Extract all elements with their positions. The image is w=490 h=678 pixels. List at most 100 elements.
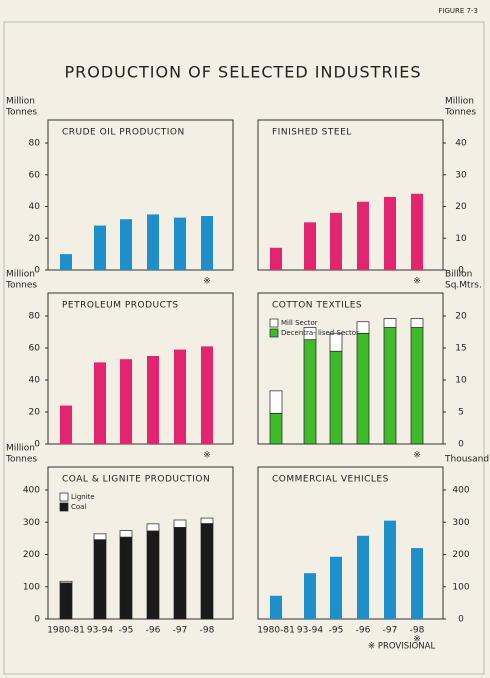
panel (257, 119, 444, 271)
x-tick-label: 1980-81 (47, 626, 85, 636)
legend-label: Mill Sector (281, 319, 318, 327)
bar (330, 212, 342, 270)
panel (257, 292, 444, 445)
legend-swatch (269, 318, 279, 328)
page-title: PRODUCTION OF SELECTED INDUSTRIES (64, 63, 421, 82)
bar (174, 217, 186, 270)
panel-title: CRUDE OIL PRODUCTION (62, 128, 185, 138)
panel-title: PETROLEUM PRODUCTS (62, 301, 179, 311)
x-tick-label: -96 (356, 626, 371, 636)
bar (120, 359, 132, 444)
panel (257, 466, 444, 620)
y-axis-label: Billion (445, 270, 472, 280)
y-tick-label: 80 (29, 312, 41, 322)
y-tick-label: 10 (455, 234, 467, 244)
y-axis-label: Million (6, 270, 35, 280)
y-axis-label: Sq.Mtrs. (445, 281, 482, 291)
bar-segment (410, 318, 424, 328)
y-tick-label: 15 (455, 344, 466, 354)
bar (60, 254, 72, 270)
y-tick-label: 80 (29, 139, 41, 149)
y-tick-label: 20 (29, 408, 41, 418)
bar (270, 247, 282, 270)
legend-label: Decentra- lised Sector (281, 329, 359, 337)
bar-segment (200, 517, 214, 524)
x-tick-label: -95 (329, 626, 344, 636)
x-tick-label: 93-94 (87, 626, 113, 636)
provisional-mark: ※ (413, 451, 421, 461)
bar (304, 573, 316, 619)
x-tick-label: -97 (383, 626, 398, 636)
x-tick-label: -97 (173, 626, 188, 636)
bar-segment (269, 390, 283, 414)
bar (384, 520, 396, 619)
panel-title: FINISHED STEEL (272, 128, 352, 138)
bar-segment (303, 327, 317, 341)
x-tick-label: 93-94 (297, 626, 323, 636)
panel-title: COAL & LIGNITE PRODUCTION (62, 475, 210, 485)
figure-label: FIGURE 7-3 (438, 7, 478, 15)
bar-segment (173, 527, 187, 620)
bar-segment (93, 539, 107, 620)
bar (120, 219, 132, 270)
bar-segment (146, 523, 160, 532)
bar-segment (383, 327, 397, 445)
y-axis-label: Million (6, 444, 35, 454)
bar-segment (356, 321, 370, 334)
provisional-mark: ※ (413, 277, 421, 287)
y-tick-label: 60 (29, 170, 41, 180)
bar-segment (119, 536, 133, 620)
y-tick-label: 20 (455, 312, 467, 322)
bar (94, 225, 106, 270)
y-tick-label: 300 (23, 518, 40, 528)
y-axis-label: Million (445, 97, 474, 107)
y-tick-label: 5 (458, 408, 464, 418)
y-axis-label: Million (6, 97, 35, 107)
y-tick-label: 300 (452, 518, 469, 528)
bar-segment (119, 530, 133, 538)
legend-swatch (59, 502, 69, 512)
y-tick-label: 0 (34, 266, 40, 276)
panel-title: COMMERCIAL VEHICLES (272, 475, 389, 485)
panel (47, 466, 234, 620)
x-tick-label: 1980-81 (257, 626, 295, 636)
y-axis-label: Tonnes (444, 108, 476, 118)
bar-segment (146, 530, 160, 620)
bar-segment (173, 519, 187, 528)
y-tick-label: 20 (29, 234, 41, 244)
bar-segment (200, 523, 214, 620)
y-axis-label: Thousand (444, 455, 489, 465)
legend-swatch (59, 492, 69, 502)
legend-swatch (269, 328, 279, 338)
footnote: ※ PROVISIONAL (368, 642, 435, 652)
provisional-mark: ※ (203, 277, 211, 287)
bar-segment (383, 318, 397, 328)
y-tick-label: 0 (458, 615, 464, 625)
y-axis-label: Tonnes (5, 455, 37, 465)
legend-label: Coal (71, 503, 86, 511)
bar-segment (59, 580, 73, 584)
bar (270, 595, 282, 619)
y-tick-label: 0 (34, 615, 40, 625)
bar (201, 216, 213, 270)
bar-segment (329, 332, 343, 352)
bar (147, 214, 159, 270)
provisional-mark: ※ (413, 635, 421, 645)
x-tick-label: -96 (146, 626, 161, 636)
y-tick-label: 0 (458, 440, 464, 450)
provisional-mark: ※ (203, 451, 211, 461)
y-tick-label: 0 (34, 440, 40, 450)
bar (411, 193, 423, 270)
y-tick-label: 0 (458, 266, 464, 276)
legend-label: Lignite (71, 493, 95, 501)
y-tick-label: 40 (455, 139, 467, 149)
x-tick-label: -98 (200, 626, 215, 636)
y-tick-label: 40 (29, 376, 41, 386)
bar-segment (93, 533, 107, 541)
frame (3, 21, 485, 675)
bar (384, 196, 396, 270)
bar (174, 349, 186, 444)
bar (357, 201, 369, 270)
